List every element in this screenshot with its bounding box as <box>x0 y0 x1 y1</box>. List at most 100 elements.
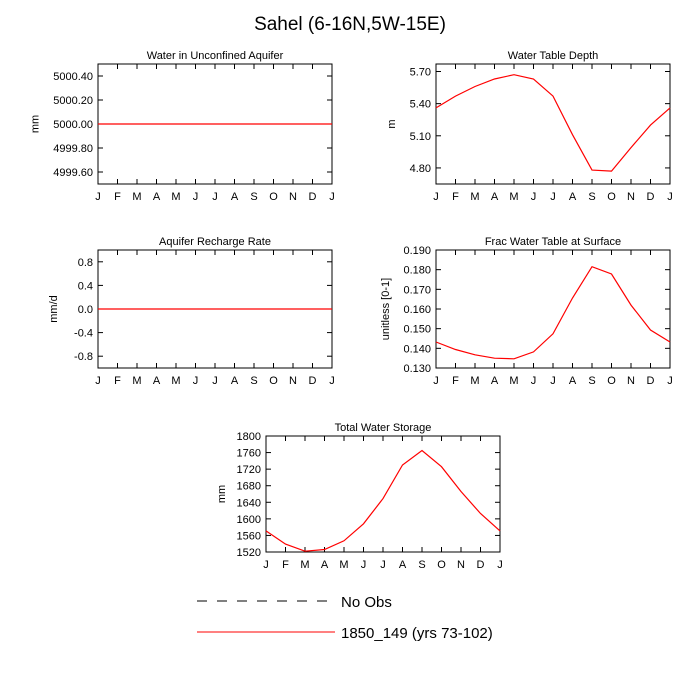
y-tick-label: 0.180 <box>403 265 431 277</box>
x-tick-label: J <box>531 375 537 387</box>
x-tick-label: D <box>647 191 655 203</box>
x-tick-label: J <box>263 559 269 571</box>
y-tick-label: 1560 <box>237 530 261 542</box>
x-tick-label: M <box>132 191 141 203</box>
chart-title: Water in Unconfined Aquifer <box>147 50 284 62</box>
x-tick-label: N <box>627 191 635 203</box>
y-tick-label: 0.150 <box>403 324 431 336</box>
y-tick-label: 4999.60 <box>53 167 93 179</box>
x-tick-label: A <box>491 191 499 203</box>
chart-title: Total Water Storage <box>335 422 432 434</box>
x-tick-label: A <box>399 559 407 571</box>
x-tick-label: N <box>289 191 297 203</box>
x-tick-label: A <box>321 559 329 571</box>
y-tick-label: 1640 <box>237 497 261 509</box>
x-tick-label: J <box>667 191 673 203</box>
x-tick-label: J <box>193 375 199 387</box>
x-tick-label: M <box>171 191 180 203</box>
x-tick-label: S <box>250 191 257 203</box>
y-tick-label: 0.8 <box>78 257 93 269</box>
plot-frame <box>265 435 501 553</box>
page-title: Sahel (6-16N,5W-15E) <box>254 14 446 35</box>
x-tick-label: A <box>569 375 577 387</box>
x-tick-label: S <box>418 559 425 571</box>
x-tick-label: J <box>361 559 367 571</box>
x-tick-label: D <box>647 375 655 387</box>
x-tick-label: A <box>569 191 577 203</box>
x-tick-label: J <box>95 191 101 203</box>
x-tick-label: D <box>477 559 485 571</box>
y-tick-label: 0.190 <box>403 245 431 257</box>
y-tick-label: -0.4 <box>74 328 93 340</box>
y-tick-label: 5000.00 <box>53 119 93 131</box>
x-tick-label: A <box>153 191 161 203</box>
legend-label: 1850_149 (yrs 73-102) <box>341 625 493 642</box>
chart-title: Frac Water Table at Surface <box>485 236 621 248</box>
x-tick-label: F <box>452 375 459 387</box>
x-tick-label: N <box>457 559 465 571</box>
x-tick-label: O <box>607 191 616 203</box>
y-tick-label: 1720 <box>237 464 261 476</box>
series-line <box>435 74 671 172</box>
y-tick-label: 0.160 <box>403 304 431 316</box>
x-tick-label: J <box>95 375 101 387</box>
x-tick-label: O <box>607 375 616 387</box>
y-axis-label: mm/d <box>48 295 60 323</box>
y-axis-label: mm <box>216 485 228 503</box>
x-tick-label: D <box>309 375 317 387</box>
x-tick-label: J <box>550 375 556 387</box>
x-tick-label: D <box>309 191 317 203</box>
chart-title: Aquifer Recharge Rate <box>159 236 271 248</box>
x-tick-label: J <box>329 191 335 203</box>
y-tick-label: 5.70 <box>410 67 431 79</box>
y-axis-label: mm <box>30 115 42 133</box>
y-tick-label: 5000.20 <box>53 95 93 107</box>
x-tick-label: F <box>282 559 289 571</box>
x-tick-label: F <box>452 191 459 203</box>
x-tick-label: O <box>269 375 278 387</box>
x-tick-label: M <box>509 191 518 203</box>
x-tick-label: J <box>212 375 218 387</box>
x-tick-label: S <box>588 191 595 203</box>
x-tick-label: M <box>470 191 479 203</box>
x-tick-label: F <box>114 375 121 387</box>
chart-title: Water Table Depth <box>508 50 599 62</box>
y-tick-label: 1680 <box>237 481 261 493</box>
x-tick-label: J <box>329 375 335 387</box>
x-tick-label: A <box>153 375 161 387</box>
y-tick-label: 5000.40 <box>53 71 93 83</box>
x-tick-label: J <box>433 191 439 203</box>
legend: No Obs 1850_149 (yrs 73-102) <box>197 594 493 642</box>
x-tick-label: M <box>339 559 348 571</box>
x-tick-label: J <box>193 191 199 203</box>
x-tick-label: J <box>380 559 386 571</box>
x-tick-label: M <box>300 559 309 571</box>
x-tick-label: A <box>231 191 239 203</box>
y-tick-label: 0.140 <box>403 343 431 355</box>
x-tick-label: O <box>437 559 446 571</box>
x-tick-label: F <box>114 191 121 203</box>
y-tick-label: 0.0 <box>78 304 93 316</box>
x-tick-label: J <box>497 559 503 571</box>
x-tick-label: M <box>132 375 141 387</box>
plot-frame <box>435 249 671 369</box>
y-tick-label: 0.4 <box>78 280 93 292</box>
x-tick-label: J <box>667 375 673 387</box>
y-tick-label: -0.8 <box>74 351 93 363</box>
y-tick-label: 0.130 <box>403 363 431 375</box>
y-tick-label: 1520 <box>237 547 261 559</box>
x-tick-label: O <box>269 191 278 203</box>
y-tick-label: 0.170 <box>403 284 431 296</box>
y-tick-label: 5.10 <box>410 131 431 143</box>
x-tick-label: J <box>433 375 439 387</box>
y-axis-label: unitless [0-1] <box>380 278 392 340</box>
legend-label: No Obs <box>341 594 392 611</box>
x-tick-label: N <box>627 375 635 387</box>
y-tick-label: 4.80 <box>410 163 431 175</box>
